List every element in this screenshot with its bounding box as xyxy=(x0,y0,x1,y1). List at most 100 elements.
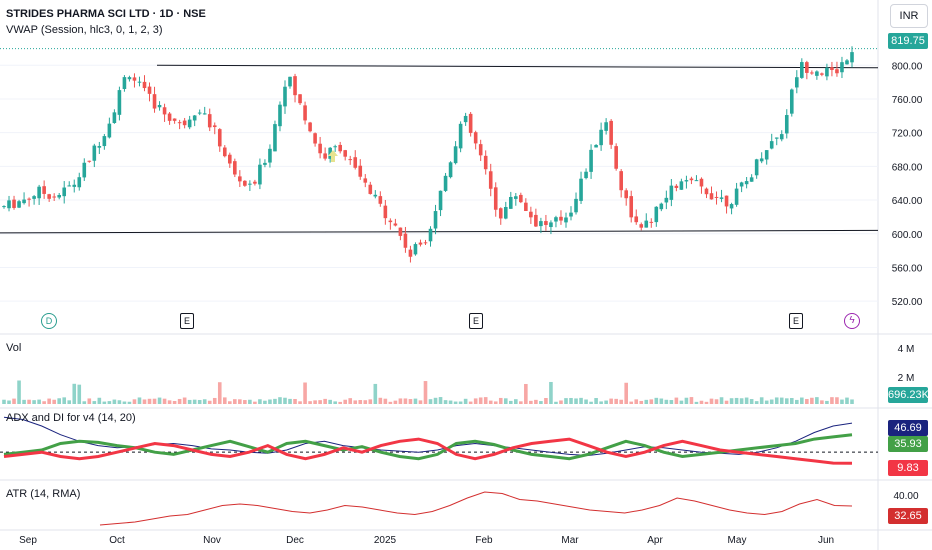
volume-bar xyxy=(734,397,739,404)
volume-bar xyxy=(373,383,378,404)
candle-body xyxy=(800,62,804,78)
volume-bar xyxy=(739,398,744,404)
candle-body xyxy=(443,175,448,191)
volume-bar xyxy=(328,399,332,404)
candle-body xyxy=(594,145,598,148)
candle-body xyxy=(649,221,654,223)
candle-body xyxy=(689,178,694,181)
currency-selector[interactable]: INR xyxy=(890,4,928,28)
volume-bar xyxy=(473,398,478,404)
atr-label[interactable]: ATR (14, RMA) xyxy=(6,488,81,500)
volume-bar xyxy=(704,401,709,404)
volume-bar xyxy=(744,397,749,404)
dividend-event-icon[interactable]: D xyxy=(41,313,57,329)
candle-body xyxy=(544,221,548,225)
candle-body xyxy=(448,162,453,178)
volume-bar xyxy=(132,399,137,404)
volume-bar xyxy=(594,398,598,404)
volume-bar xyxy=(142,399,147,404)
candle-body xyxy=(202,113,207,115)
volume-bar xyxy=(152,398,157,404)
volume-bar xyxy=(564,398,568,404)
price-tick-label: 680.00 xyxy=(892,162,923,173)
volume-bar xyxy=(524,383,528,404)
volume-bar xyxy=(423,381,428,404)
candle-body xyxy=(634,216,639,223)
price-tick-label: 640.00 xyxy=(892,196,923,207)
month-tick-label: Jun xyxy=(818,535,834,546)
volume-bar xyxy=(599,401,603,404)
volume-bar xyxy=(669,400,674,404)
earnings-event-icon[interactable]: E xyxy=(180,313,194,329)
volume-bar xyxy=(217,382,222,404)
candle-body xyxy=(473,132,478,144)
candle-body xyxy=(524,202,528,211)
volume-bar xyxy=(699,400,704,404)
adx-badge: 46.69 xyxy=(888,420,928,436)
candle-body xyxy=(87,160,92,162)
candle-body xyxy=(403,233,408,248)
candle-body xyxy=(584,171,588,179)
adx-label[interactable]: ADX and DI for v4 (14, 20) xyxy=(6,412,136,424)
candle-body xyxy=(92,145,97,161)
volume-label[interactable]: Vol xyxy=(6,342,22,354)
volume-bar xyxy=(253,401,257,404)
volume-bar xyxy=(323,398,327,404)
volume-bar xyxy=(162,398,167,404)
vwap-label[interactable]: VWAP (Session, hlc3, 0, 1, 2, 3) xyxy=(6,24,163,36)
candle-body xyxy=(72,184,77,187)
volume-bar xyxy=(795,399,799,404)
volume-bar xyxy=(137,397,142,404)
candle-body xyxy=(659,203,664,210)
candle-body xyxy=(815,71,819,76)
volume-bar xyxy=(840,399,844,404)
candle-body xyxy=(539,221,543,227)
candle-body xyxy=(187,119,192,128)
candle-body xyxy=(639,224,644,228)
candle-body xyxy=(749,177,754,182)
volume-bar xyxy=(202,399,207,404)
volume-bar xyxy=(759,397,764,404)
volume-bar xyxy=(749,399,754,404)
candle-body xyxy=(604,122,608,131)
volume-bar xyxy=(458,401,463,404)
volume-bar xyxy=(258,399,262,404)
candle-body xyxy=(579,178,583,201)
candle-body xyxy=(42,186,46,194)
candle-body xyxy=(338,144,342,152)
candle-body xyxy=(142,81,147,89)
volume-bar xyxy=(674,397,679,404)
candle-body xyxy=(303,105,307,121)
volume-bar xyxy=(172,400,177,404)
candle-body xyxy=(684,180,689,182)
price-tick-label: 800.00 xyxy=(892,61,923,72)
volume-bar xyxy=(127,401,132,404)
volume-bar xyxy=(273,398,277,404)
month-tick-label: Nov xyxy=(203,535,221,546)
candle-body xyxy=(67,185,72,187)
candle-body xyxy=(167,113,172,121)
volume-bar xyxy=(52,399,56,404)
candle-body xyxy=(644,220,649,228)
candle-body xyxy=(810,72,814,74)
volume-bar xyxy=(338,401,342,404)
volume-bar xyxy=(483,397,488,404)
volume-bar xyxy=(498,397,503,404)
candle-body xyxy=(840,62,844,73)
candle-body xyxy=(559,216,563,221)
volume-bar xyxy=(579,397,583,404)
volume-bar xyxy=(303,382,307,404)
earnings-event-icon[interactable]: E xyxy=(789,313,803,329)
earnings-event-icon[interactable]: E xyxy=(469,313,483,329)
di_plus-line xyxy=(3,433,853,461)
candle-body xyxy=(574,198,578,213)
volume-bar xyxy=(634,399,639,404)
candle-body xyxy=(478,144,483,156)
volume-bar xyxy=(789,398,794,404)
month-tick-label: Dec xyxy=(286,535,304,546)
volume-bar xyxy=(574,398,578,404)
split-event-icon[interactable]: ϟ xyxy=(844,313,860,329)
candle-body xyxy=(609,120,613,145)
volume-bar xyxy=(227,401,232,404)
